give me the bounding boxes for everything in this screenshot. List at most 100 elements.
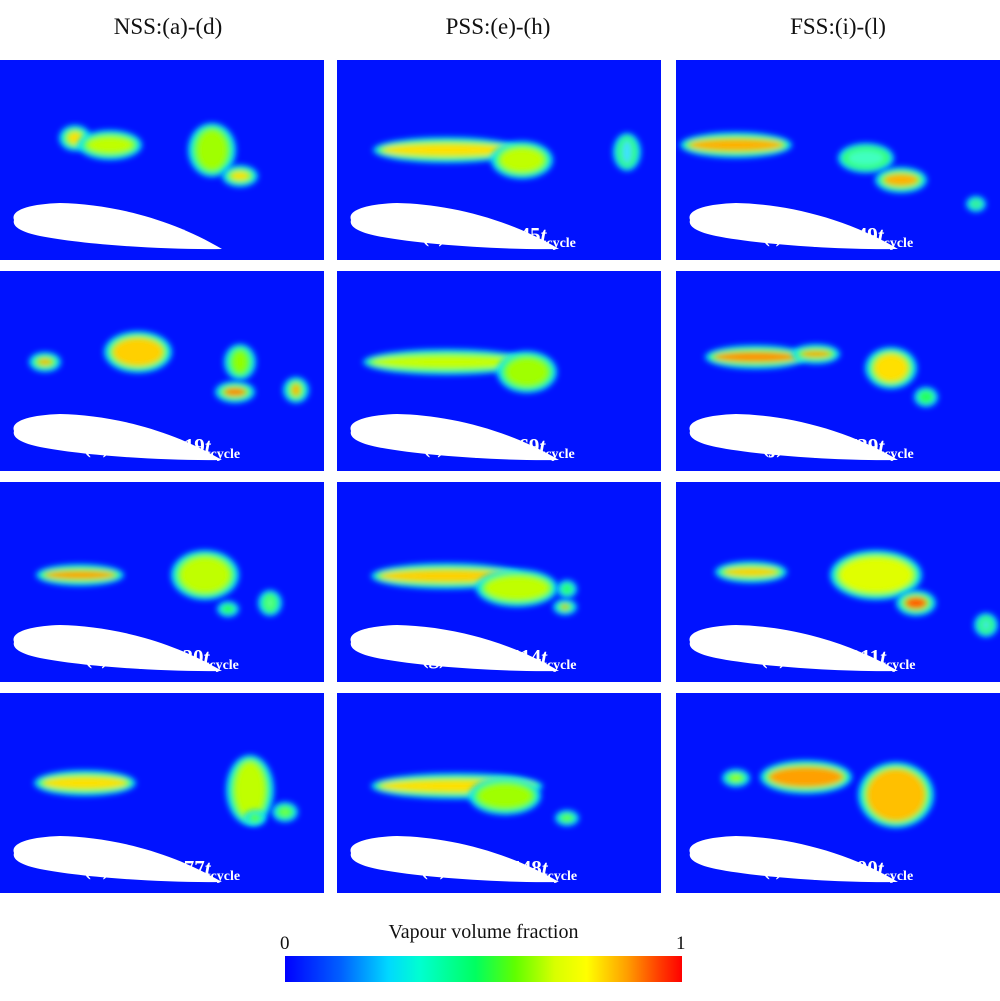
time-offset: +0.120t: [144, 645, 210, 669]
cycle-subscript: cycle: [883, 236, 914, 251]
contour-plot: [13, 550, 282, 672]
contour-plot: [13, 331, 309, 461]
time-expression: t=t: [113, 645, 138, 669]
panel-caption: (c) t=t0+0.120tcycle: [0, 645, 324, 674]
contour-plot: [13, 755, 298, 883]
hydrofoil: [689, 203, 898, 250]
panel-caption: (e) t=t0+0.345tcycle: [337, 223, 661, 252]
vapour-cavity: [966, 196, 986, 212]
hydrofoil: [13, 414, 222, 461]
panel-label: (k): [760, 645, 787, 669]
vapour-cavity: [215, 381, 255, 403]
time-offset: +0.911t: [822, 645, 886, 669]
cycle-subscript: cycle: [547, 869, 578, 884]
contour-panel: (l) t=t0+0.990tcycle: [676, 693, 1000, 893]
hydrofoil: [350, 414, 559, 461]
time-offset: +0.469t: [480, 434, 546, 458]
vapour-cavity: [272, 802, 298, 822]
panel-label: (d): [83, 856, 110, 880]
column-title-nss: NSS:(a)-(d): [113, 14, 223, 39]
panel-label: (c): [85, 645, 109, 669]
colorbar: [285, 956, 682, 982]
hydrofoil: [689, 836, 898, 883]
hydrofoil: [689, 414, 898, 461]
time-subscript: 0: [473, 447, 481, 462]
time-expression: t=t: [451, 645, 475, 669]
time-expression: t=t: [450, 223, 475, 247]
panel-label: (a): [131, 223, 157, 247]
vapour-cavity: [792, 344, 840, 364]
colorbar-title: Vapour volume fraction: [388, 921, 579, 943]
time-subscript: 0: [185, 236, 193, 251]
vapour-cavity: [258, 590, 282, 616]
vapour-cavity: [224, 344, 256, 380]
panel-label: (g): [421, 645, 447, 669]
time-offset: +0.345t: [481, 223, 547, 247]
panel-caption: (a) t=t0: [0, 223, 324, 252]
vapour-cavity: [34, 770, 136, 796]
time-subscript: 0: [138, 869, 146, 884]
time-expression: t=t: [787, 223, 812, 247]
time-expression: t=t: [787, 856, 812, 880]
hydrofoil: [689, 625, 898, 672]
contour-plot: [689, 344, 938, 461]
vapour-cavity: [974, 613, 998, 637]
vapour-cavity: [29, 352, 61, 372]
cycle-subscript: cycle: [545, 447, 575, 462]
vapour-cavity: [838, 143, 894, 173]
vapour-cavity: [760, 760, 852, 794]
vapour-cavity: [104, 331, 172, 373]
hydrofoil: [350, 625, 559, 672]
panel-label: (l): [762, 856, 783, 880]
panel-label: (i): [762, 223, 783, 247]
cycle-subscript: cycle: [885, 658, 916, 673]
vapour-cavity: [705, 345, 807, 369]
vapour-cavity: [244, 810, 266, 826]
panel-label: (j): [762, 434, 784, 458]
cycle-subscript: cycle: [884, 447, 914, 462]
vapour-cavity: [896, 590, 936, 616]
contour-panel: (k) t=t0+0.911tcycle: [676, 482, 1000, 682]
time-subscript: 0: [811, 236, 819, 251]
contour-plot: [350, 349, 559, 461]
panel-caption: (b) t=t0+0.019tcycle: [0, 434, 324, 463]
time-subscript: 0: [815, 658, 823, 673]
contour-panel: (j) t=t0+0.739tcycle: [676, 271, 1000, 471]
hydrofoil: [350, 203, 559, 250]
vapour-cavity: [858, 762, 934, 828]
time-subscript: 0: [475, 869, 483, 884]
column-title-pss: PSS:(e)-(h): [445, 14, 551, 39]
time-expression: t=t: [451, 856, 476, 880]
contour-panel: (d) t=t0+0.277tcycle: [0, 693, 324, 893]
hydrofoil: [350, 836, 559, 883]
time-offset: +0.019t: [145, 434, 211, 458]
cycle-subscript: cycle: [546, 658, 577, 673]
panel-caption: (f) t=t0+0.469tcycle: [337, 434, 661, 463]
vapour-cavity: [78, 130, 142, 160]
time-subscript: 0: [474, 658, 482, 673]
vapour-cavity: [226, 755, 274, 825]
contour-plot: [689, 760, 934, 883]
vapour-cavity: [875, 167, 927, 193]
contour-panel: (h) t=t0+0.548tcycle: [337, 693, 661, 893]
time-expression: t=t: [788, 434, 813, 458]
vapour-cavity: [715, 561, 787, 583]
cycle-subscript: cycle: [883, 869, 914, 884]
vapour-cavity: [171, 550, 239, 600]
contour-plot: [350, 133, 641, 250]
vapour-cavity: [469, 777, 541, 815]
time-expression: t=t: [114, 434, 139, 458]
vapour-cavity: [188, 123, 236, 177]
contour-panel: (c) t=t0+0.120tcycle: [0, 482, 324, 682]
vapour-cavity: [283, 377, 309, 403]
vapour-cavity: [497, 351, 557, 393]
time-offset: +0.990t: [818, 856, 884, 880]
time-offset: +0.649t: [818, 223, 884, 247]
panel-label: (f): [423, 434, 445, 458]
panel-caption: (g) t=t0+0.514tcycle: [337, 645, 661, 674]
vapour-cavity: [217, 601, 239, 617]
vapour-cavity: [830, 550, 922, 600]
cycle-subscript: cycle: [210, 869, 241, 884]
contour-plot: [13, 123, 258, 250]
time-expression: t=t: [161, 223, 186, 247]
